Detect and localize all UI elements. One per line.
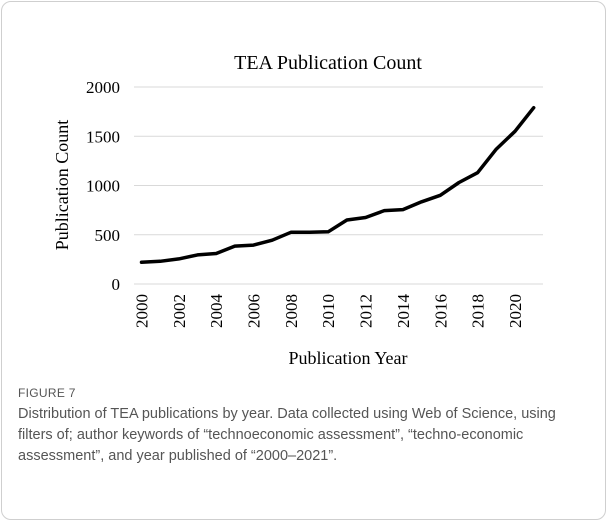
y-tick-labels: 0 500 1000 1500 2000: [86, 78, 120, 294]
data-point: [253, 244, 254, 246]
data-point: [290, 231, 292, 233]
x-tick-label: 2012: [357, 294, 376, 328]
data-point: [383, 210, 385, 212]
x-tick-label: 2008: [282, 294, 301, 328]
x-tick-label: 2010: [319, 294, 338, 328]
data-point: [234, 245, 236, 247]
series-line: [139, 105, 536, 265]
data-point: [365, 217, 367, 218]
y-tick-label: 500: [95, 226, 121, 245]
data-point: [271, 239, 273, 241]
x-tick-labels: 2000 2002 2004 2006 2008 2010 2012 2014 2016 2018…: [132, 294, 525, 329]
figure-label: FIGURE 7: [18, 386, 76, 400]
data-point: [141, 261, 142, 263]
data-point: [197, 254, 198, 256]
data-point: [178, 258, 180, 260]
x-tick-label: 2002: [170, 294, 189, 328]
data-point: [309, 231, 311, 233]
chart: TEA Publication Count 0 500 1000 1500 2000 2…: [52, 52, 543, 368]
chart-title: TEA Publication Count: [234, 52, 422, 74]
data-point: [159, 260, 161, 262]
data-point: [477, 172, 479, 174]
figure-caption: Distribution of TEA publications by year…: [18, 406, 556, 464]
data-point: [402, 209, 404, 211]
y-tick-label: 2000: [86, 78, 120, 97]
data-point: [514, 130, 516, 132]
y-axis-label: Publication Count: [52, 120, 72, 251]
data-point: [458, 182, 460, 183]
data-point: [215, 253, 217, 254]
data-point: [533, 107, 535, 109]
data-point: [495, 148, 497, 150]
x-tick-label: 2000: [132, 294, 151, 328]
x-tick-label: 2006: [245, 294, 264, 328]
data-point: [439, 194, 441, 196]
y-tick-label: 0: [112, 275, 121, 294]
y-tick-label: 1000: [86, 177, 120, 196]
data-series: [139, 105, 536, 265]
data-point: [327, 231, 329, 233]
gridlines: [134, 86, 543, 285]
x-tick-label: 2014: [394, 294, 413, 329]
x-axis-label: Publication Year: [289, 348, 408, 368]
data-point: [346, 219, 348, 221]
x-tick-label: 2018: [469, 294, 488, 328]
x-tick-label: 2020: [506, 294, 525, 328]
y-tick-label: 1500: [86, 127, 120, 146]
x-tick-label: 2004: [207, 294, 226, 329]
data-point: [421, 201, 423, 203]
x-tick-label: 2016: [431, 294, 450, 328]
